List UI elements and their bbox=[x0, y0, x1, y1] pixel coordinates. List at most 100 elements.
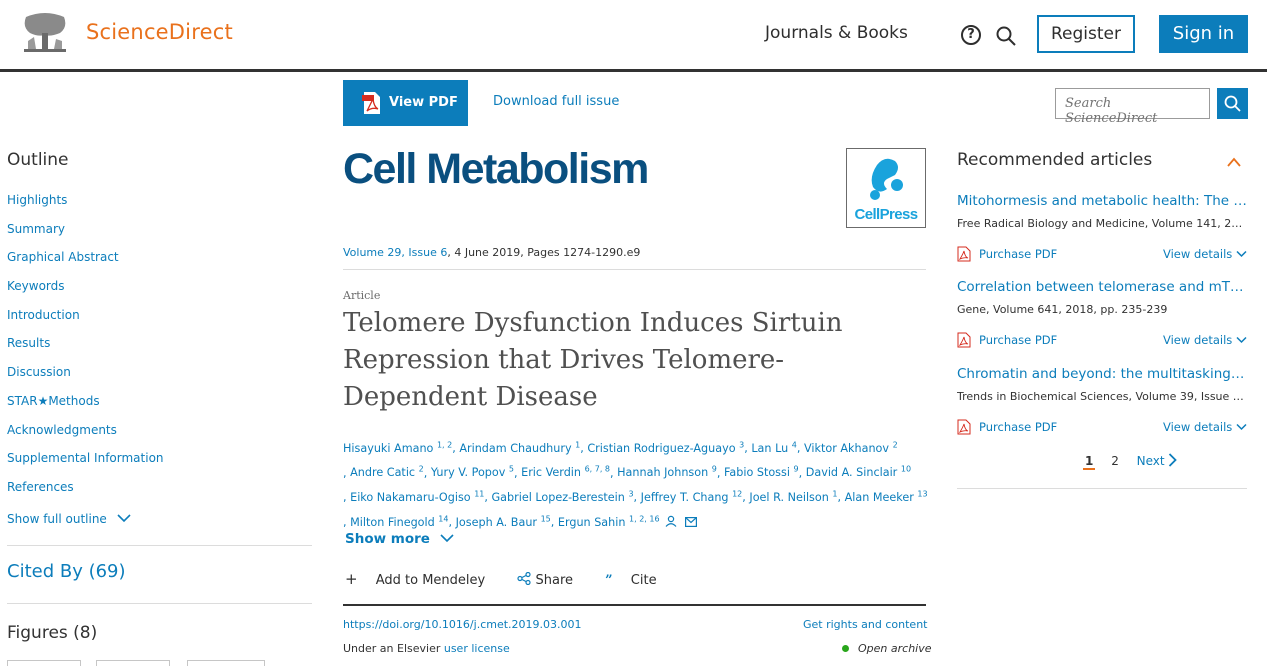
outline-item-highlights[interactable]: Highlights bbox=[7, 193, 68, 207]
author-link[interactable]: Joseph A. Baur 15 bbox=[455, 514, 551, 529]
author-link[interactable]: Ergun Sahin 1, 2, 16 bbox=[557, 514, 660, 529]
open-archive-badge: Open archive bbox=[842, 642, 932, 655]
outline-item-summary[interactable]: Summary bbox=[7, 221, 65, 236]
author-link[interactable]: Jeffrey T. Chang 12 bbox=[640, 489, 743, 505]
user-license-link[interactable]: user license bbox=[443, 642, 510, 655]
search-button[interactable] bbox=[1217, 88, 1248, 119]
author-link[interactable]: Eiko Nakamaru-Ogiso 11 bbox=[350, 489, 485, 505]
search-input[interactable]: Search ScienceDirect bbox=[1055, 88, 1210, 126]
author-link[interactable]: Milton Finegold 14 bbox=[350, 514, 449, 529]
download-full-issue-link[interactable]: Download full issue bbox=[493, 94, 620, 109]
author-link[interactable]: Gabriel Lopez-Berestein 3 bbox=[491, 489, 634, 505]
search-icon bbox=[1224, 95, 1241, 112]
volume-issue-link[interactable]: Volume 29, Issue 6 bbox=[343, 246, 448, 259]
pdf-icon bbox=[957, 332, 971, 348]
help-icon[interactable]: ? bbox=[961, 25, 981, 45]
view-details-link[interactable]: View details bbox=[1163, 420, 1247, 434]
outline-item-star-methods[interactable]: STAR★Methods bbox=[7, 393, 100, 408]
figure-thumbnail[interactable] bbox=[7, 660, 81, 666]
figures-heading: Figures (8) bbox=[7, 623, 98, 643]
page-2-button[interactable]: 2 bbox=[1111, 454, 1119, 468]
author-link[interactable]: Andre Catic 2 bbox=[350, 464, 424, 480]
view-details-link[interactable]: View details bbox=[1163, 247, 1247, 261]
person-icon[interactable] bbox=[665, 515, 677, 527]
cellpress-logo-mark: CellPress bbox=[855, 158, 918, 223]
divider bbox=[7, 603, 312, 604]
add-to-mendeley-button[interactable]: + Add to Mendeley bbox=[345, 570, 486, 588]
rights-content-link[interactable]: Get rights and content bbox=[803, 618, 928, 631]
show-full-outline-label: Show full outline bbox=[7, 512, 107, 526]
register-button[interactable]: Register bbox=[1037, 15, 1135, 53]
view-pdf-button[interactable]: View PDF bbox=[343, 80, 468, 126]
author-link[interactable]: Viktor Akhanov 2 bbox=[803, 440, 898, 455]
email-icon[interactable] bbox=[684, 516, 697, 527]
author-link[interactable]: Cristian Rodriguez-Aguayo 3 bbox=[587, 440, 745, 455]
recommended-title-link[interactable]: Chromatin and beyond: the multitasking r… bbox=[957, 366, 1247, 382]
show-more-label: Show more bbox=[345, 531, 430, 547]
article-actions: + Add to Mendeley Share ” Cite bbox=[345, 570, 685, 588]
license-info: Under an Elsevier user license bbox=[343, 642, 510, 655]
page-1-button[interactable]: 1 bbox=[1083, 454, 1096, 470]
recommended-source: Gene, Volume 641, 2018, pp. 235-239 bbox=[957, 303, 1168, 316]
volume-info: Volume 29, Issue 6, 4 June 2019, Pages 1… bbox=[343, 246, 640, 259]
author-link[interactable]: Joel R. Neilson 1 bbox=[749, 489, 838, 505]
cellpress-logo[interactable]: CellPress bbox=[846, 148, 926, 228]
doi-link[interactable]: https://doi.org/10.1016/j.cmet.2019.03.0… bbox=[343, 618, 582, 631]
outline-item-introduction[interactable]: Introduction bbox=[7, 307, 80, 322]
outline-item-keywords[interactable]: Keywords bbox=[7, 279, 65, 294]
chevron-up-icon[interactable] bbox=[1226, 156, 1242, 168]
outline-item-discussion[interactable]: Discussion bbox=[7, 365, 71, 380]
divider bbox=[343, 269, 926, 270]
author-link[interactable]: Fabio Stossi 9 bbox=[723, 464, 799, 480]
author-link[interactable]: Hannah Johnson 9 bbox=[617, 464, 717, 480]
divider bbox=[7, 545, 312, 546]
recommended-title-link[interactable]: Mitohormesis and metabolic health: The i… bbox=[957, 193, 1247, 209]
outline-list: Highlights Summary Graphical Abstract Ke… bbox=[7, 192, 164, 508]
author-link[interactable]: Lan Lu 4 bbox=[751, 440, 797, 455]
outline-item-results[interactable]: Results bbox=[7, 336, 51, 351]
journals-books-link[interactable]: Journals & Books bbox=[765, 23, 908, 43]
chevron-down-icon bbox=[440, 534, 454, 543]
outline-item-acknowledgments[interactable]: Acknowledgments bbox=[7, 422, 117, 437]
share-button[interactable]: Share bbox=[517, 571, 587, 588]
license-prefix: Under an Elsevier bbox=[343, 642, 444, 655]
pdf-icon bbox=[362, 92, 380, 114]
divider bbox=[343, 604, 926, 606]
recommended-title-link[interactable]: Correlation between telomerase and mTOR … bbox=[957, 279, 1247, 295]
author-link[interactable]: Yury V. Popov 5 bbox=[430, 464, 515, 480]
recommended-pagination: 1 2 Next bbox=[1083, 453, 1178, 470]
cited-by-link[interactable]: Cited By (69) bbox=[7, 561, 126, 582]
show-full-outline-link[interactable]: Show full outline bbox=[7, 512, 131, 526]
journal-title[interactable]: Cell Metabolism bbox=[343, 145, 649, 193]
outline-item-supplemental[interactable]: Supplemental Information bbox=[7, 451, 164, 466]
outline-item-graphical-abstract[interactable]: Graphical Abstract bbox=[7, 250, 119, 265]
elsevier-tree-logo[interactable] bbox=[20, 11, 70, 55]
author-link[interactable]: Eric Verdin 6, 7, 8 bbox=[521, 464, 611, 480]
figure-thumbnail[interactable] bbox=[96, 660, 170, 666]
purchase-pdf-link[interactable]: Purchase PDF bbox=[957, 332, 1057, 348]
site-header: ScienceDirect Journals & Books ? Registe… bbox=[0, 0, 1267, 72]
author-link[interactable]: Alan Meeker 13 bbox=[844, 489, 928, 505]
purchase-pdf-link[interactable]: Purchase PDF bbox=[957, 419, 1057, 435]
plus-icon: + bbox=[345, 570, 358, 588]
recommended-source: Trends in Biochemical Sciences, Volume 3… bbox=[957, 390, 1244, 403]
outline-item-references[interactable]: References bbox=[7, 479, 74, 494]
pdf-icon bbox=[957, 246, 971, 262]
recommended-heading: Recommended articles bbox=[957, 150, 1153, 170]
search-icon[interactable] bbox=[995, 25, 1017, 47]
author-link[interactable]: David A. Sinclair 10 bbox=[805, 464, 912, 480]
figure-thumbnail[interactable] bbox=[187, 660, 265, 666]
author-link[interactable]: Hisayuki Amano 1, 2 bbox=[343, 440, 453, 455]
article-type: Article bbox=[343, 289, 381, 302]
brand-link[interactable]: ScienceDirect bbox=[86, 20, 233, 44]
cite-button[interactable]: ” Cite bbox=[605, 573, 657, 588]
sign-in-button[interactable]: Sign in bbox=[1159, 15, 1248, 53]
recommended-article: Correlation between telomerase and mTOR … bbox=[957, 279, 1247, 348]
show-more-button[interactable]: Show more bbox=[345, 531, 454, 547]
purchase-pdf-link[interactable]: Purchase PDF bbox=[957, 246, 1057, 262]
next-page-button[interactable]: Next bbox=[1137, 453, 1178, 468]
author-link[interactable]: Arindam Chaudhury 1 bbox=[459, 440, 581, 455]
chevron-down-icon bbox=[117, 514, 131, 523]
quote-icon: ” bbox=[605, 573, 613, 588]
view-details-link[interactable]: View details bbox=[1163, 333, 1247, 347]
